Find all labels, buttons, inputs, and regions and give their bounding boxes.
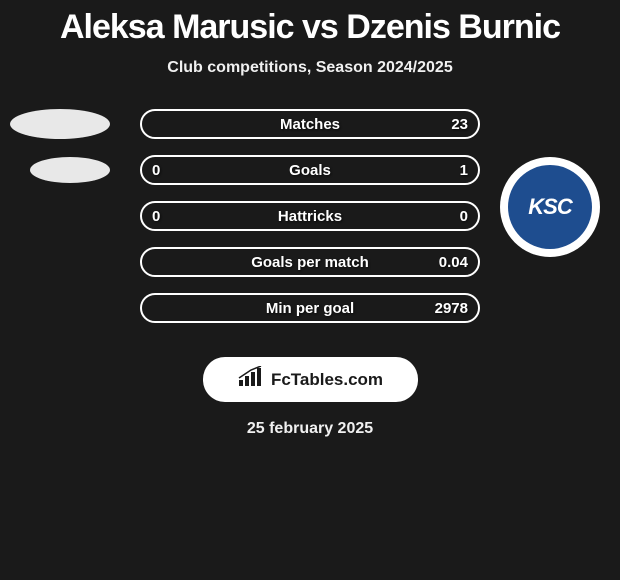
club-logo-text: KSC xyxy=(508,165,592,249)
stat-rows: Matches 23 0 Goals 1 0 Hattricks 0 Goals… xyxy=(140,109,480,339)
generation-date: 25 february 2025 xyxy=(0,420,620,438)
stat-label: Matches xyxy=(142,116,478,133)
stat-right-value: 23 xyxy=(451,116,468,133)
stat-label: Goals per match xyxy=(142,254,478,271)
comparison-stage: KSC Matches 23 0 Goals 1 0 Hattricks 0 G… xyxy=(0,109,620,339)
stat-right-value: 0.04 xyxy=(439,254,468,271)
stat-row-matches: Matches 23 xyxy=(140,109,480,139)
stat-right-value: 1 xyxy=(460,162,468,179)
stat-left-value: 0 xyxy=(152,208,160,225)
stat-right-value: 0 xyxy=(460,208,468,225)
stat-row-hattricks: 0 Hattricks 0 xyxy=(140,201,480,231)
player-left-silhouette-head xyxy=(10,109,110,139)
stat-label: Goals xyxy=(142,162,478,179)
stat-row-goals: 0 Goals 1 xyxy=(140,155,480,185)
page-title: Aleksa Marusic vs Dzenis Burnic xyxy=(0,0,620,47)
bar-chart-icon xyxy=(237,366,265,393)
stat-right-value: 2978 xyxy=(435,300,468,317)
stat-row-gpm: Goals per match 0.04 xyxy=(140,247,480,277)
source-badge-text: FcTables.com xyxy=(271,370,383,390)
stat-left-value: 0 xyxy=(152,162,160,179)
player-left-silhouette-body xyxy=(30,157,110,183)
stat-label: Hattricks xyxy=(142,208,478,225)
source-badge[interactable]: FcTables.com xyxy=(203,357,418,402)
stat-row-mpg: Min per goal 2978 xyxy=(140,293,480,323)
stat-label: Min per goal xyxy=(142,300,478,317)
club-logo-ksc: KSC xyxy=(500,157,600,257)
page-subtitle: Club competitions, Season 2024/2025 xyxy=(0,59,620,77)
